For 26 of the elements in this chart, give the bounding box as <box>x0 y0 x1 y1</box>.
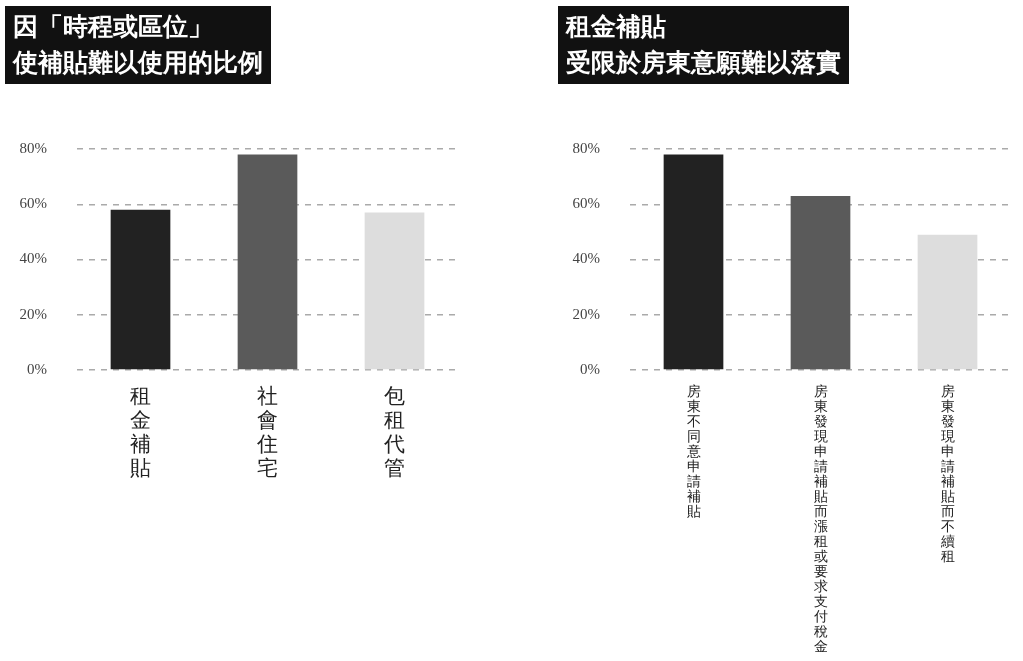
y-tick-label: 80% <box>19 139 47 156</box>
bar <box>110 209 171 370</box>
y-tick-label: 60% <box>19 195 47 212</box>
x-tick-label: 包租代管 <box>383 384 406 480</box>
chart-title: 因「時程或區位」 <box>13 11 214 43</box>
category-label: 房東不同意申請補貼 <box>686 383 701 519</box>
category-label: 房東發現申請補貼而不續租 <box>940 383 955 564</box>
y-tick-label: 20% <box>572 305 600 322</box>
x-tick-label: 租金補貼 <box>129 384 152 480</box>
bar <box>917 234 978 370</box>
bar <box>237 154 298 370</box>
bar <box>663 154 724 370</box>
y-tick-label: 0% <box>27 360 47 377</box>
chart-subtitle: 使補貼難以使用的比例 <box>13 47 263 79</box>
y-tick-label: 80% <box>572 139 600 156</box>
chart-title: 租金補貼 <box>566 11 667 43</box>
bar <box>790 195 851 370</box>
y-tick-label: 0% <box>580 360 600 377</box>
x-tick-label: 社會住宅 <box>256 384 279 480</box>
bar <box>364 212 425 370</box>
category-label: 房東發現申請補貼而漲租或要求支付稅金 <box>813 383 828 654</box>
y-tick-label: 20% <box>19 305 47 322</box>
chart-subtitle: 受限於房東意願難以落實 <box>566 47 841 79</box>
y-tick-label: 60% <box>572 195 600 212</box>
y-tick-label: 40% <box>19 250 47 267</box>
y-tick-label: 40% <box>572 250 600 267</box>
